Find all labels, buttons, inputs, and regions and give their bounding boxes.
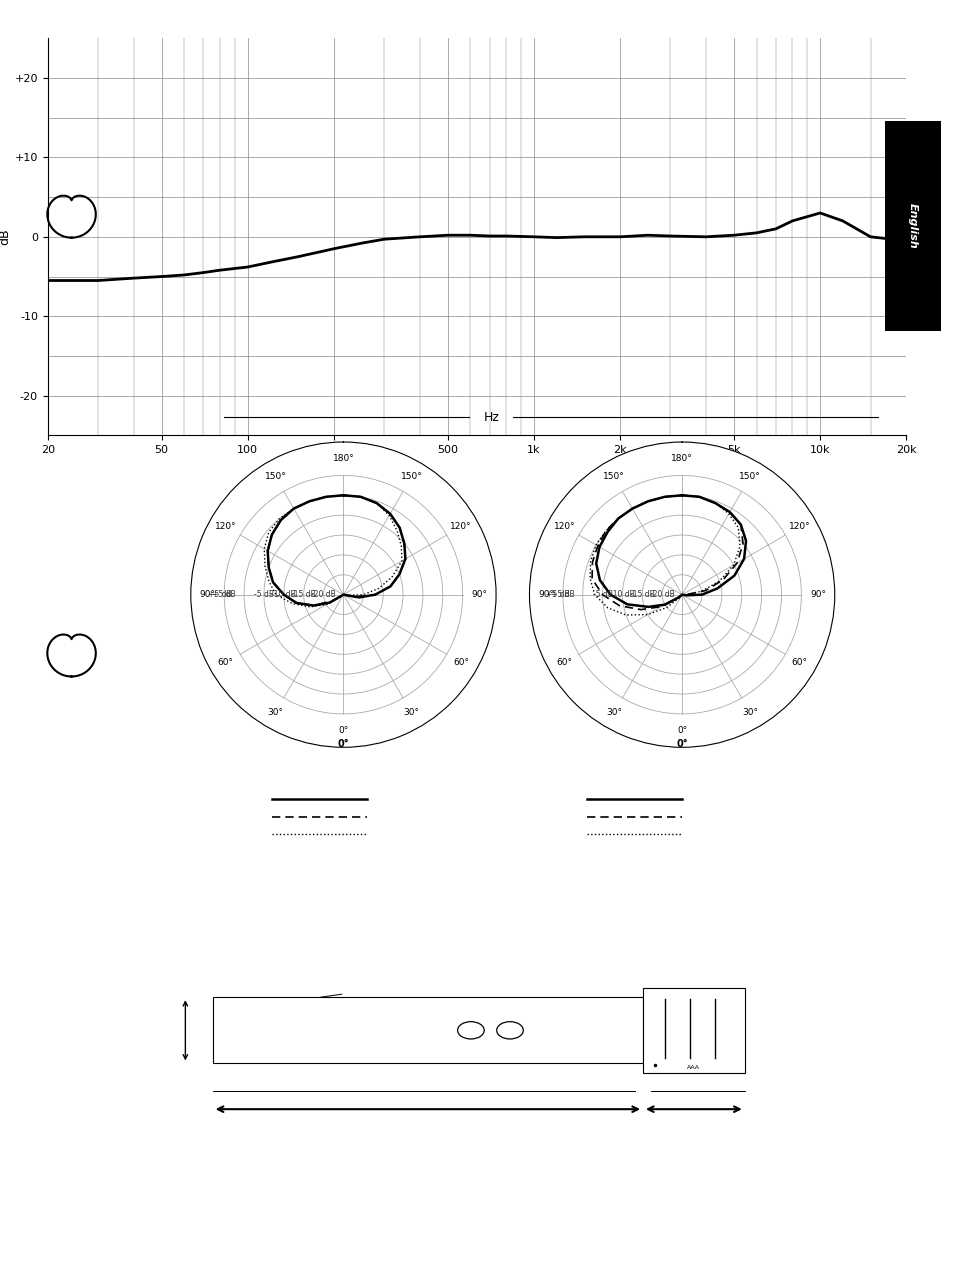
Text: 0°: 0° (676, 739, 687, 749)
Text: 0°: 0° (337, 739, 349, 749)
Text: -10 dB: -10 dB (610, 590, 634, 599)
Text: 60°: 60° (217, 658, 233, 667)
Text: English: English (907, 204, 917, 248)
Text: -20 dB: -20 dB (311, 590, 335, 599)
Bar (213, 997, 642, 1063)
Text: 60°: 60° (453, 658, 469, 667)
Text: 30°: 30° (267, 709, 283, 717)
Text: +5 dB: +5 dB (213, 590, 235, 599)
Text: 120°: 120° (553, 523, 575, 532)
Text: 120°: 120° (788, 523, 810, 532)
Text: 30°: 30° (403, 709, 419, 717)
Text: 120°: 120° (450, 523, 472, 532)
Text: 150°: 150° (264, 472, 286, 481)
Text: 60°: 60° (556, 658, 572, 667)
Text: 30°: 30° (741, 709, 758, 717)
Text: 30°: 30° (605, 709, 621, 717)
Text: 0°: 0° (677, 726, 686, 735)
Text: 180°: 180° (671, 454, 692, 463)
Text: 90°: 90° (537, 590, 554, 599)
Text: 90°: 90° (809, 590, 825, 599)
Text: -5 dB: -5 dB (253, 590, 274, 599)
Text: -15 dB: -15 dB (629, 590, 654, 599)
Text: Hz: Hz (483, 411, 498, 424)
Text: +5 dB: +5 dB (208, 590, 231, 599)
Text: 90°: 90° (471, 590, 487, 599)
Text: +5 dB: +5 dB (551, 590, 574, 599)
Text: 90°: 90° (199, 590, 215, 599)
Text: +5 dB: +5 dB (546, 590, 569, 599)
Text: -5 dB: -5 dB (592, 590, 612, 599)
Text: AAA: AAA (686, 1065, 700, 1070)
Text: 180°: 180° (333, 454, 354, 463)
Text: 150°: 150° (739, 472, 760, 481)
Text: -15 dB: -15 dB (291, 590, 315, 599)
Y-axis label: dB: dB (0, 229, 11, 245)
Text: 150°: 150° (400, 472, 422, 481)
Text: 60°: 60° (791, 658, 807, 667)
Text: -20 dB: -20 dB (649, 590, 674, 599)
Text: 0°: 0° (338, 726, 348, 735)
Text: 150°: 150° (602, 472, 624, 481)
Bar (642, 988, 744, 1072)
Text: -10 dB: -10 dB (272, 590, 295, 599)
Text: 120°: 120° (214, 523, 236, 532)
